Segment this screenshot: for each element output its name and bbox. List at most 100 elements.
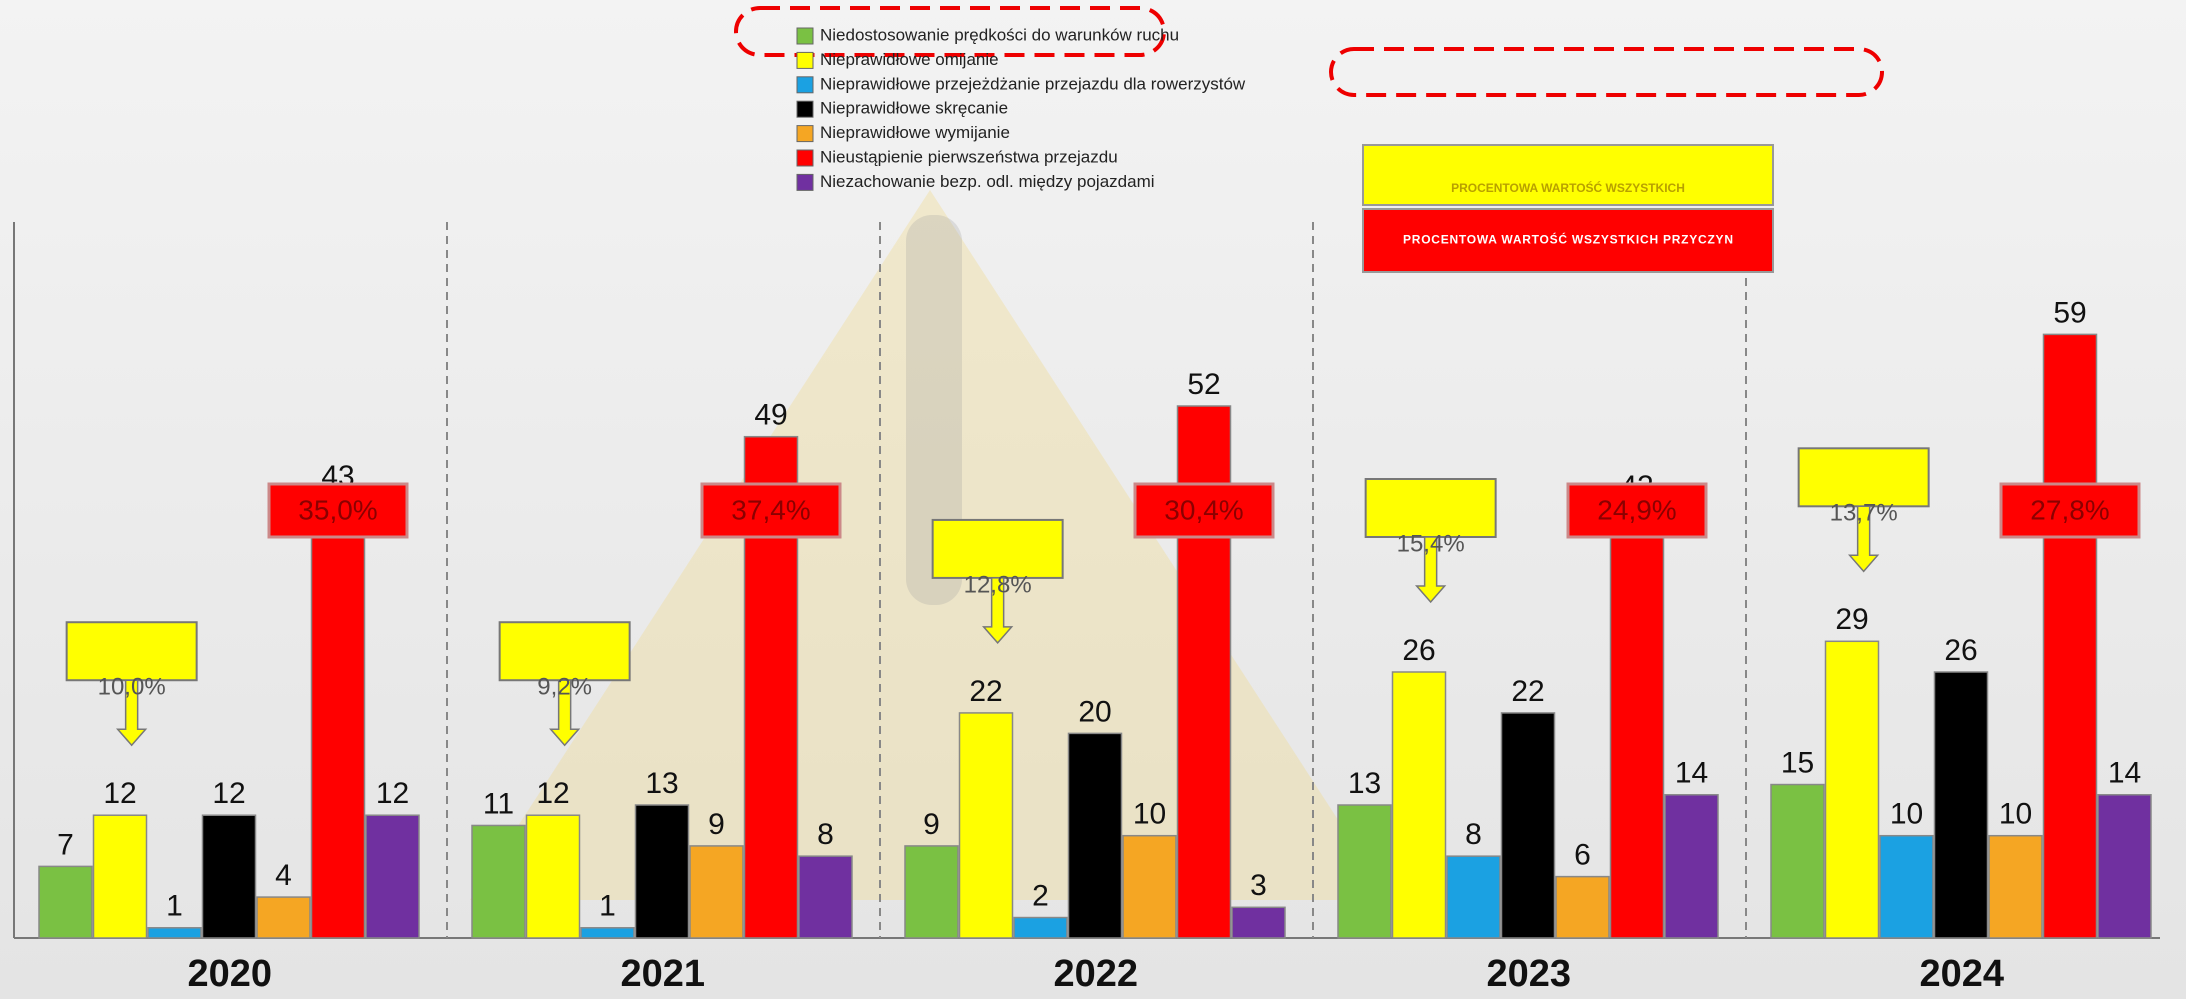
- value-label: 14: [2108, 757, 2141, 790]
- bar: [1824, 640, 1880, 939]
- legend-swatch: [796, 27, 814, 45]
- bar: [1013, 916, 1068, 939]
- value-label: 9: [708, 808, 725, 841]
- bar: [1555, 875, 1610, 939]
- bar: [1231, 906, 1286, 939]
- legend-label: Niezachowanie bezp. odl. między pojazdam…: [820, 172, 1155, 191]
- value-label: 20: [1078, 695, 1111, 728]
- share-callout: [931, 518, 1064, 579]
- value-label: 2: [1032, 879, 1049, 912]
- value-label: 10: [1890, 798, 1923, 831]
- value-label: 49: [754, 399, 787, 432]
- x-tick-label: 2022: [1053, 953, 1138, 995]
- bar: [1122, 834, 1177, 939]
- share-badge: [1999, 482, 2141, 539]
- bar: [904, 845, 959, 939]
- share-badge-label: 27,8%: [2030, 494, 2109, 525]
- value-label: 12: [103, 777, 136, 810]
- bar: [634, 804, 690, 939]
- share-badge-label: 37,4%: [731, 494, 810, 525]
- share-callout-label: 10,0%: [98, 674, 166, 701]
- bar: [958, 712, 1014, 939]
- share-badge: [1566, 482, 1708, 539]
- bar: [92, 814, 148, 939]
- share-badge: [700, 482, 842, 539]
- value-label: 4: [275, 859, 292, 892]
- legend-label: Nieprawidłowe omijanie: [820, 50, 999, 69]
- share-callout-label: 9,2%: [537, 674, 592, 701]
- bar: [147, 927, 202, 939]
- value-label: 52: [1187, 368, 1220, 401]
- value-label: 10: [1133, 798, 1166, 831]
- callout-arrow: [1414, 536, 1447, 604]
- bar: [365, 814, 420, 939]
- share-legend-label: PROCENTOWA WARTOŚĆ WSZYSTKICH PRZYCZYN: [1403, 232, 1733, 247]
- share-callout: [498, 621, 631, 682]
- legend-label: Nieprawidłowe wymijanie: [820, 123, 1010, 142]
- share-badge-label: 30,4%: [1164, 494, 1243, 525]
- x-tick-label: 2023: [1486, 953, 1571, 995]
- legend-swatch: [796, 51, 814, 69]
- bar: [689, 845, 744, 939]
- legend-label: Niedostosowanie prędkości do warunków ru…: [820, 25, 1179, 44]
- value-label: 13: [1348, 767, 1381, 800]
- value-label: 1: [599, 890, 616, 923]
- legend-swatch: [796, 173, 814, 191]
- callout-arrow: [548, 679, 581, 747]
- share-badge-label: 35,0%: [298, 494, 377, 525]
- x-tick-label: 2020: [187, 953, 272, 995]
- legend-label: Nieprawidłowe skręcanie: [820, 99, 1008, 118]
- legend-swatch: [796, 125, 814, 143]
- bar: [1770, 783, 1825, 939]
- bar: [1609, 507, 1665, 939]
- bar: [471, 824, 526, 939]
- bar: [38, 865, 93, 939]
- legend-swatch: [796, 100, 814, 118]
- share-legend-box: [1362, 208, 1774, 273]
- callout-arrow: [115, 679, 148, 747]
- bar: [2042, 333, 2098, 939]
- value-label: 12: [376, 777, 409, 810]
- share-legend-box: [1362, 144, 1774, 206]
- share-badge: [1133, 482, 1275, 539]
- bar: [1879, 834, 1934, 939]
- bar: [1988, 834, 2043, 939]
- share-callout-label: 12,8%: [964, 571, 1032, 598]
- x-tick-label: 2021: [620, 953, 705, 995]
- value-label: 22: [969, 675, 1002, 708]
- warning-sign: [470, 190, 1390, 900]
- bar: [2097, 794, 2152, 939]
- bar: [580, 927, 635, 939]
- share-callout: [1364, 478, 1497, 538]
- share-legend-label: PROCENTOWA WARTOŚĆ WSZYSTKICH: [1451, 180, 1685, 195]
- value-label: 12: [212, 777, 245, 810]
- bar: [1446, 855, 1501, 939]
- value-label: 15: [1781, 746, 1814, 779]
- share-callout: [65, 621, 198, 682]
- value-label: 59: [2053, 296, 2086, 329]
- bar: [1337, 804, 1392, 939]
- bar: [1067, 732, 1123, 939]
- value-label: 8: [1465, 818, 1482, 851]
- highlight-ellipse: [1329, 47, 1884, 97]
- value-label: 7: [57, 828, 74, 861]
- share-badge-label: 24,9%: [1597, 494, 1676, 525]
- value-label: 10: [1999, 798, 2032, 831]
- value-label: 6: [1574, 839, 1591, 872]
- value-label: 29: [1835, 603, 1868, 636]
- x-tick-label: 2024: [1919, 953, 2004, 995]
- warning-mark: [906, 215, 962, 605]
- value-label: 3: [1250, 869, 1267, 902]
- share-callout-label: 13,7%: [1830, 500, 1898, 527]
- highlight-ellipse: [734, 6, 1166, 57]
- bar: [1933, 671, 1989, 939]
- value-label: 14: [1675, 757, 1708, 790]
- value-label: 12: [536, 777, 569, 810]
- bar: [256, 896, 311, 939]
- share-callout: [1797, 447, 1930, 508]
- value-label: 11: [483, 787, 514, 820]
- value-label: 26: [1402, 634, 1435, 667]
- value-label: 26: [1944, 634, 1977, 667]
- bar: [1500, 712, 1556, 939]
